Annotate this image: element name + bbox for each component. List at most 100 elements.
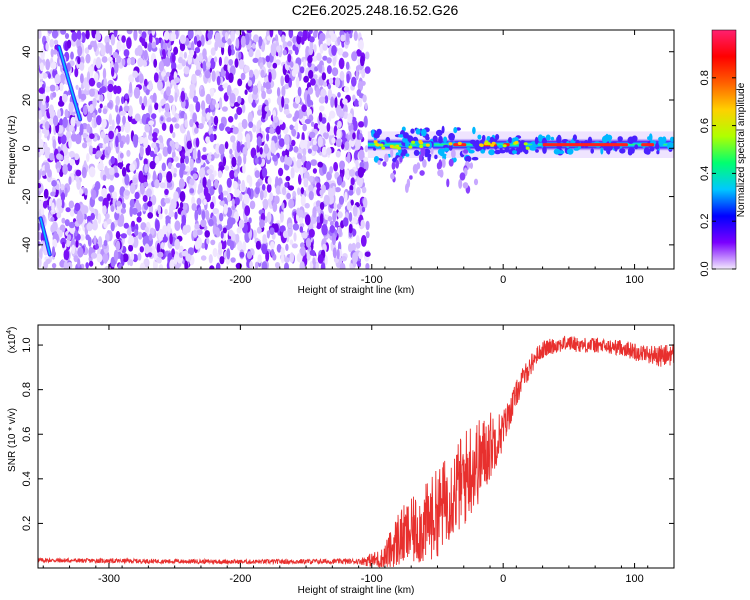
band-blob bbox=[486, 136, 491, 141]
noise-blob bbox=[116, 114, 121, 125]
noise-blob bbox=[351, 51, 358, 62]
noise-blob bbox=[92, 97, 97, 108]
band-blob bbox=[656, 150, 660, 155]
spectrogram-x-axis-label: Height of straight line (km) bbox=[298, 285, 415, 296]
noise-blob bbox=[273, 115, 279, 123]
noise-blob bbox=[361, 68, 366, 79]
noise-blob bbox=[38, 138, 44, 149]
noise-blob bbox=[346, 201, 352, 211]
noise-blob bbox=[219, 76, 224, 85]
noise-blob bbox=[120, 253, 124, 264]
noise-blob bbox=[276, 87, 281, 97]
band-blob bbox=[405, 140, 410, 148]
noise-blob bbox=[93, 235, 97, 246]
noise-blob bbox=[58, 229, 63, 238]
noise-blob bbox=[38, 169, 42, 181]
noise-blob bbox=[280, 254, 285, 264]
noise-blob bbox=[256, 226, 262, 234]
noise-blob bbox=[290, 167, 295, 179]
noise-blob bbox=[43, 188, 49, 199]
noise-blob bbox=[364, 66, 371, 74]
noise-blob bbox=[122, 42, 126, 52]
noise-blob bbox=[294, 46, 299, 56]
noise-blob bbox=[355, 242, 361, 249]
noise-blob bbox=[158, 172, 163, 182]
noise-blob bbox=[365, 231, 370, 239]
noise-blob bbox=[254, 261, 259, 269]
noise-blob bbox=[134, 191, 140, 200]
noise-blob bbox=[318, 112, 323, 122]
noise-blob bbox=[212, 208, 219, 215]
noise-blob bbox=[45, 42, 49, 51]
noise-blob bbox=[143, 137, 149, 149]
noise-blob bbox=[182, 225, 188, 236]
noise-blob bbox=[334, 77, 341, 88]
noise-blob bbox=[65, 207, 71, 213]
noise-blob bbox=[266, 88, 273, 95]
band-tail-blob bbox=[418, 154, 423, 162]
noise-blob bbox=[148, 105, 152, 114]
snr-scale-suffix: ) bbox=[7, 327, 18, 330]
noise-blob bbox=[179, 42, 186, 52]
noise-blob bbox=[189, 158, 194, 169]
noise-blob bbox=[191, 73, 197, 84]
noise-blob bbox=[85, 262, 89, 269]
noise-blob bbox=[234, 58, 239, 68]
band-tail-blob bbox=[439, 169, 444, 178]
band-blob bbox=[494, 149, 501, 155]
noise-blob bbox=[124, 93, 129, 100]
noise-blob bbox=[365, 220, 370, 231]
noise-blob bbox=[174, 77, 181, 84]
noise-blob bbox=[173, 156, 179, 162]
noise-blob bbox=[286, 192, 291, 200]
noise-blob bbox=[336, 248, 340, 260]
spectrogram-y-axis: -40 -20 0 20 40 bbox=[21, 46, 674, 253]
band-blob bbox=[619, 148, 626, 154]
noise-blob bbox=[158, 213, 163, 220]
band-blob bbox=[519, 147, 523, 153]
noise-blob bbox=[38, 87, 45, 94]
noise-blob bbox=[154, 155, 160, 164]
noise-blob bbox=[59, 95, 63, 103]
band-blob bbox=[600, 147, 604, 155]
noise-blob bbox=[222, 156, 227, 167]
noise-blob bbox=[180, 90, 186, 103]
noise-blob bbox=[318, 96, 326, 104]
noise-blob bbox=[303, 231, 308, 239]
noise-blob bbox=[168, 95, 174, 104]
band-blob bbox=[572, 134, 578, 141]
noise-blob bbox=[200, 219, 207, 228]
noise-blob bbox=[340, 256, 347, 262]
noise-blob bbox=[283, 97, 290, 105]
noise-blob bbox=[198, 182, 204, 194]
band-blob bbox=[413, 149, 420, 156]
y-tick-label: 1.0 bbox=[21, 337, 33, 352]
band-blob bbox=[425, 136, 430, 141]
noise-blob bbox=[85, 30, 90, 40]
noise-blob bbox=[337, 36, 341, 46]
band-tail-blob bbox=[390, 148, 394, 158]
noise-blob bbox=[139, 96, 143, 105]
noise-blob bbox=[302, 123, 308, 132]
noise-blob bbox=[172, 141, 176, 153]
noise-blob bbox=[227, 193, 231, 203]
band-blob bbox=[489, 136, 495, 142]
noise-blob bbox=[281, 150, 286, 157]
noise-blob bbox=[352, 94, 356, 102]
noise-blob bbox=[305, 237, 312, 248]
noise-blob bbox=[227, 44, 232, 57]
noise-blob bbox=[284, 74, 290, 84]
band-tail-blob bbox=[391, 161, 396, 170]
noise-blob bbox=[110, 156, 116, 165]
noise-blob bbox=[128, 74, 135, 84]
x-tick-label: -100 bbox=[361, 274, 383, 286]
noise-blob bbox=[44, 161, 49, 173]
noise-blob bbox=[360, 55, 365, 67]
noise-blob bbox=[284, 257, 290, 263]
noise-blob bbox=[323, 81, 327, 87]
noise-blob bbox=[252, 85, 259, 95]
noise-blob bbox=[97, 213, 102, 224]
noise-blob bbox=[152, 132, 158, 138]
noise-blob bbox=[266, 183, 272, 193]
noise-blob bbox=[304, 202, 310, 209]
